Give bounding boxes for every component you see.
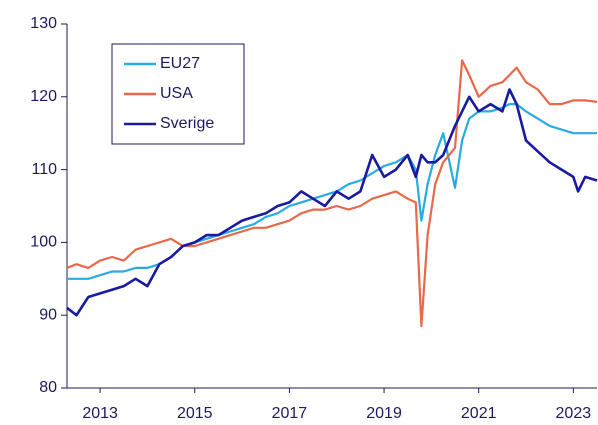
x-tick-label: 2019 <box>366 405 402 422</box>
series-line <box>66 88 598 317</box>
y-tick-label: 90 <box>39 306 57 323</box>
x-tick-label: 2015 <box>177 405 213 422</box>
y-tick-label: 130 <box>30 15 57 32</box>
legend-label: USA <box>160 85 193 102</box>
y-tick-label: 100 <box>30 234 57 251</box>
x-tick-label: 2023 <box>556 405 592 422</box>
y-tick-label: 110 <box>31 161 57 178</box>
x-tick-label: 2021 <box>461 405 497 422</box>
x-tick-label: 2013 <box>82 405 118 422</box>
series-line <box>66 59 598 328</box>
y-tick-label: 120 <box>30 88 57 105</box>
legend-label: Sverige <box>160 115 214 132</box>
y-tick-label: 80 <box>39 379 57 396</box>
legend-label: EU27 <box>160 55 200 72</box>
x-tick-label: 2017 <box>272 405 308 422</box>
